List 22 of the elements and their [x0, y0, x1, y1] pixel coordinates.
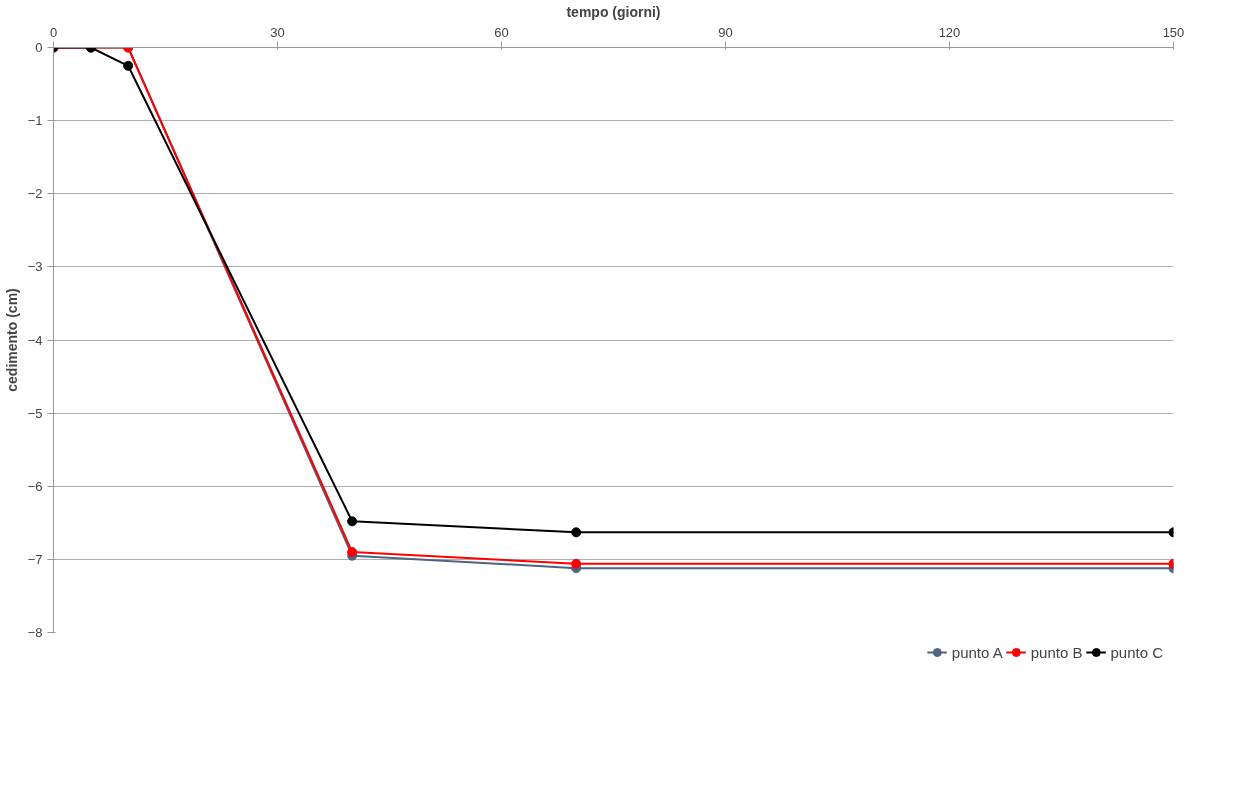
y-tick-label: 0	[35, 40, 43, 55]
y-tick-label: −1	[27, 113, 43, 129]
legend-label: punto B	[1030, 643, 1083, 661]
y-tick-label: −7	[27, 551, 43, 567]
point	[347, 516, 358, 527]
point	[571, 527, 582, 538]
x-tick-label: 0	[49, 24, 58, 40]
x-tick-label: 30	[270, 24, 285, 40]
x-tick-label: 60	[494, 24, 509, 40]
y-tick-label: −8	[27, 625, 43, 640]
y-tick-label: −6	[27, 478, 43, 494]
y-tick-label: −2	[27, 186, 43, 202]
y-axis-title: cedimento (cm)	[3, 288, 20, 392]
legend-label: punto A	[951, 643, 1003, 661]
y-tick-label: −5	[27, 405, 43, 421]
x-axis-title: tempo (giorni)	[566, 3, 661, 20]
y-tick-label: −3	[27, 259, 43, 275]
y-tick-label: −4	[27, 332, 43, 348]
x-tick-label: 150	[1162, 24, 1185, 40]
x-tick-label: 90	[718, 24, 733, 40]
legend-label: punto C	[1110, 643, 1163, 661]
x-tick-label: 120	[938, 24, 961, 40]
